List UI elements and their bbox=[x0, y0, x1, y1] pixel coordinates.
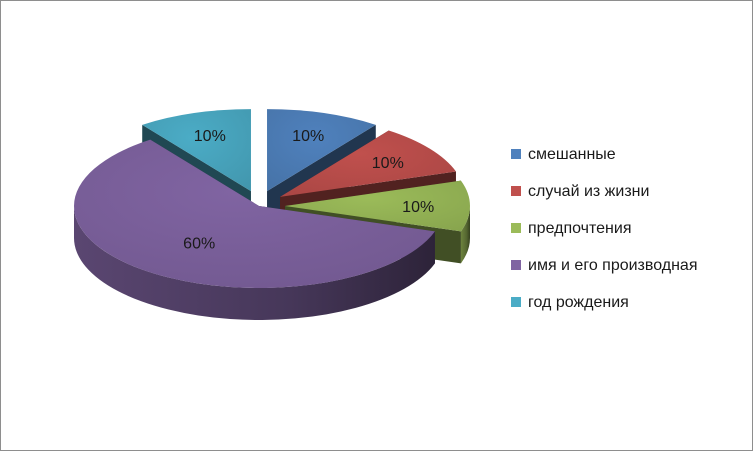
legend-label-3: имя и его производная bbox=[528, 257, 698, 274]
legend-label-1: случай из жизни bbox=[528, 183, 649, 200]
legend: смешанные случай из жизни предпочтения имя … bbox=[511, 146, 698, 311]
data-label-3: 60% bbox=[183, 235, 215, 252]
slice-0-top bbox=[267, 109, 376, 192]
slice-3-outer-wall bbox=[74, 206, 435, 320]
legend-swatch-4 bbox=[511, 297, 521, 307]
slice-tops bbox=[73, 109, 471, 289]
legend-label-0: смешанные bbox=[528, 146, 616, 163]
legend-label-2: предпочтения bbox=[528, 220, 631, 237]
legend-swatch-2 bbox=[511, 223, 521, 233]
slice-2-outer-wall bbox=[460, 206, 470, 264]
data-labels: 10% 10% 10% 60% 10% bbox=[183, 128, 434, 252]
legend-swatch-1 bbox=[511, 186, 521, 196]
slice-4-top bbox=[142, 109, 251, 192]
legend-label-4: год рождения bbox=[528, 294, 629, 311]
legend-swatch-0 bbox=[511, 149, 521, 159]
data-label-0: 10% bbox=[292, 128, 324, 145]
legend-swatch-3 bbox=[511, 260, 521, 270]
data-label-4: 10% bbox=[194, 128, 226, 145]
data-label-1: 10% bbox=[372, 155, 404, 172]
data-label-2: 10% bbox=[402, 199, 434, 216]
slice-1-top bbox=[280, 130, 456, 197]
slice-3-top bbox=[73, 139, 435, 289]
slice-2-top bbox=[285, 180, 471, 232]
